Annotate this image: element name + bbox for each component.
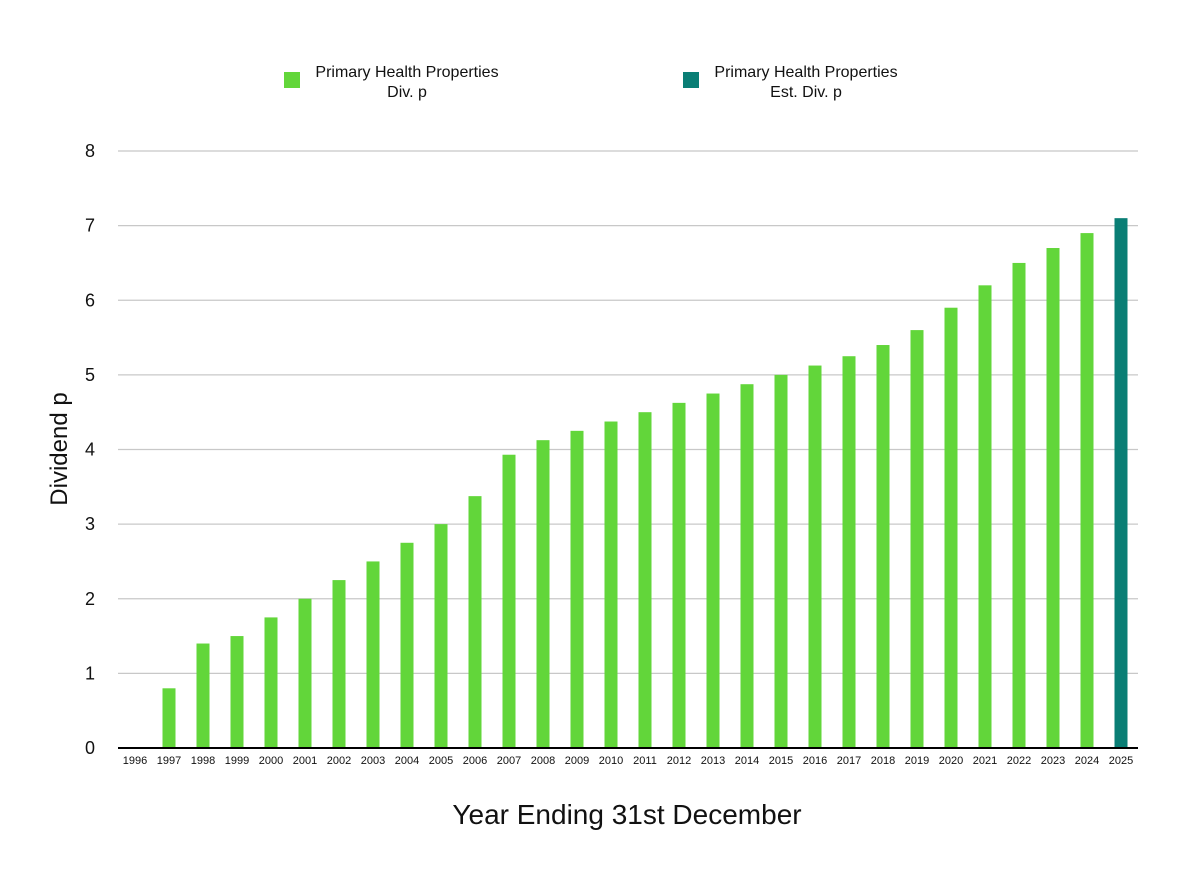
x-tick-label: 2009 xyxy=(565,755,589,767)
x-tick-label: 2020 xyxy=(939,755,963,767)
bar-div-2004 xyxy=(400,542,414,748)
x-tick-label: 2008 xyxy=(531,755,555,767)
bar-div-2014 xyxy=(740,384,754,748)
bar-div-2007 xyxy=(502,454,516,748)
bar-div-2015 xyxy=(774,374,788,748)
x-tick-label: 2007 xyxy=(497,755,521,767)
legend: Primary Health Properties Div. p Primary… xyxy=(284,64,898,101)
x-tick-label: 2021 xyxy=(973,755,997,767)
x-tick-label: 2023 xyxy=(1041,755,1065,767)
y-tick-label: 5 xyxy=(85,365,95,385)
bar-div-2002 xyxy=(332,580,346,748)
bar-div-2008 xyxy=(536,440,550,748)
legend-label-est-div-line1: Primary Health Properties xyxy=(714,64,897,81)
y-tick-label: 7 xyxy=(85,216,95,236)
y-axis-title: Dividend p xyxy=(46,392,73,505)
x-tick-label: 2001 xyxy=(293,755,317,767)
bar-div-2010 xyxy=(604,421,618,748)
x-tick-label: 1998 xyxy=(191,755,215,767)
bar-div-2013 xyxy=(706,393,720,748)
y-tick-label: 6 xyxy=(85,290,95,310)
bar-div-2003 xyxy=(366,561,380,748)
x-tick-label: 2014 xyxy=(735,755,759,767)
bar-div-1998 xyxy=(196,643,210,748)
bar-div-2020 xyxy=(944,307,958,748)
y-tick-label: 8 xyxy=(85,141,95,161)
x-tick-label: 2025 xyxy=(1109,755,1133,767)
x-tick-label: 2015 xyxy=(769,755,793,767)
x-tick-label: 2019 xyxy=(905,755,929,767)
bar-div-2001 xyxy=(298,598,312,748)
x-tick-label: 2016 xyxy=(803,755,827,767)
bar-div-1999 xyxy=(230,636,244,748)
legend-swatch-est-div xyxy=(683,72,699,88)
y-tick-labels: 0 1 2 3 4 5 6 7 8 xyxy=(85,141,95,758)
bar-div-2022 xyxy=(1012,262,1026,748)
x-tick-label: 2006 xyxy=(463,755,487,767)
legend-label-div-line2: Div. p xyxy=(387,84,427,101)
bar-div-2011 xyxy=(638,412,652,748)
x-tick-label: 2011 xyxy=(633,755,657,767)
x-tick-label: 2004 xyxy=(395,755,419,767)
x-tick-label: 2003 xyxy=(361,755,385,767)
x-tick-label: 2005 xyxy=(429,755,453,767)
bar-div-1997 xyxy=(162,688,176,748)
y-tick-label: 1 xyxy=(85,663,95,683)
legend-item-div: Primary Health Properties Div. p xyxy=(284,64,499,101)
legend-label-est-div-line2: Est. Div. p xyxy=(770,84,842,101)
x-tick-label: 2002 xyxy=(327,755,351,767)
legend-label-div-line1: Primary Health Properties xyxy=(315,64,498,81)
bar-div-2023 xyxy=(1046,248,1060,748)
bar-div-2000 xyxy=(264,617,278,748)
x-tick-label: 1999 xyxy=(225,755,249,767)
bar-div-2006 xyxy=(468,496,482,748)
bar-div-2017 xyxy=(842,356,856,748)
x-tick-label: 1996 xyxy=(123,755,147,767)
legend-swatch-div xyxy=(284,72,300,88)
x-tick-label: 2013 xyxy=(701,755,725,767)
bar-div-2019 xyxy=(910,330,924,748)
bar-est-div-2025 xyxy=(1114,218,1128,749)
x-tick-label: 2018 xyxy=(871,755,895,767)
bar-div-2016 xyxy=(808,365,822,748)
bar-div-2021 xyxy=(978,285,992,748)
x-tick-label: 2012 xyxy=(667,755,691,767)
bar-div-2005 xyxy=(434,524,448,748)
bars xyxy=(162,218,1128,749)
y-tick-label: 2 xyxy=(85,589,95,609)
x-tick-label: 2000 xyxy=(259,755,283,767)
y-tick-label: 3 xyxy=(85,514,95,534)
x-tick-label: 2024 xyxy=(1075,755,1099,767)
x-tick-label: 2010 xyxy=(599,755,623,767)
legend-item-est-div: Primary Health Properties Est. Div. p xyxy=(683,64,898,101)
x-tick-label: 1997 xyxy=(157,755,181,767)
bar-div-2024 xyxy=(1080,233,1094,748)
x-axis-title: Year Ending 31st December xyxy=(452,799,801,830)
x-tick-label: 2017 xyxy=(837,755,861,767)
y-tick-label: 0 xyxy=(85,738,95,758)
grid-lines xyxy=(118,150,1138,674)
x-tick-label: 2022 xyxy=(1007,755,1031,767)
y-tick-label: 4 xyxy=(85,440,95,460)
bar-div-2018 xyxy=(876,345,890,748)
x-tick-labels: 1996 1997 1998 1999 2000 2001 2002 2003 2004 2005… xyxy=(123,755,1133,767)
bar-div-2009 xyxy=(570,430,584,748)
bar-div-2012 xyxy=(672,402,686,748)
